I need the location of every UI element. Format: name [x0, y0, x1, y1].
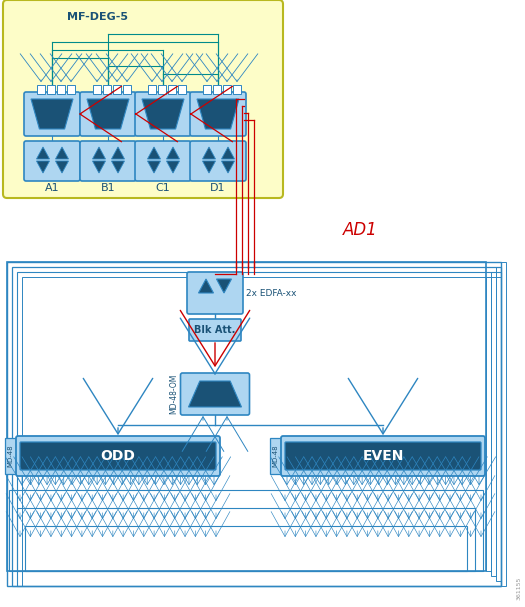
- Text: 2x EDFA-xx: 2x EDFA-xx: [246, 288, 297, 297]
- Polygon shape: [92, 147, 106, 159]
- FancyBboxPatch shape: [135, 141, 191, 181]
- FancyBboxPatch shape: [181, 373, 249, 415]
- FancyBboxPatch shape: [135, 92, 191, 136]
- Polygon shape: [222, 147, 235, 159]
- Bar: [223, 85, 231, 94]
- Bar: [7, 262, 486, 571]
- Bar: [501, 262, 506, 586]
- Bar: [496, 267, 501, 581]
- Polygon shape: [111, 161, 124, 173]
- Text: Blk Att.: Blk Att.: [194, 325, 236, 335]
- Polygon shape: [31, 99, 73, 129]
- Polygon shape: [37, 147, 49, 159]
- Polygon shape: [222, 161, 235, 173]
- FancyBboxPatch shape: [190, 92, 246, 136]
- FancyBboxPatch shape: [24, 92, 80, 136]
- Bar: [113, 85, 121, 94]
- Bar: [57, 85, 65, 94]
- FancyBboxPatch shape: [80, 141, 136, 181]
- Bar: [168, 85, 176, 94]
- Text: C1: C1: [155, 183, 171, 193]
- Bar: [12, 267, 501, 586]
- FancyBboxPatch shape: [3, 0, 283, 198]
- Bar: [233, 85, 241, 94]
- Text: 361155: 361155: [517, 577, 521, 600]
- Polygon shape: [216, 279, 232, 293]
- Polygon shape: [87, 99, 129, 129]
- Bar: [37, 85, 45, 94]
- Text: D1: D1: [210, 183, 226, 193]
- Bar: [158, 85, 166, 94]
- Text: AD1: AD1: [343, 221, 377, 239]
- Polygon shape: [197, 99, 239, 129]
- Bar: [93, 85, 101, 94]
- Polygon shape: [166, 147, 180, 159]
- Text: MF-DEG-5: MF-DEG-5: [67, 12, 128, 22]
- Text: ODD: ODD: [101, 449, 135, 463]
- Bar: [17, 508, 475, 571]
- Bar: [22, 277, 501, 586]
- FancyBboxPatch shape: [80, 92, 136, 136]
- Text: B1: B1: [101, 183, 116, 193]
- Polygon shape: [56, 161, 68, 173]
- Bar: [491, 272, 496, 576]
- Polygon shape: [142, 99, 184, 129]
- Polygon shape: [92, 161, 106, 173]
- Bar: [213, 85, 221, 94]
- Bar: [148, 85, 156, 94]
- FancyBboxPatch shape: [285, 442, 481, 470]
- Polygon shape: [203, 161, 215, 173]
- Polygon shape: [148, 161, 161, 173]
- Bar: [7, 262, 501, 586]
- FancyBboxPatch shape: [24, 141, 80, 181]
- Bar: [67, 85, 75, 94]
- Bar: [5, 438, 16, 474]
- FancyBboxPatch shape: [281, 436, 485, 476]
- Polygon shape: [198, 279, 214, 293]
- Polygon shape: [203, 147, 215, 159]
- Bar: [203, 85, 211, 94]
- Text: MD-48: MD-48: [7, 445, 14, 467]
- Polygon shape: [188, 381, 242, 407]
- Bar: [103, 85, 111, 94]
- Polygon shape: [37, 161, 49, 173]
- Bar: [25, 526, 467, 571]
- Text: A1: A1: [45, 183, 59, 193]
- FancyBboxPatch shape: [16, 436, 220, 476]
- FancyBboxPatch shape: [189, 319, 241, 341]
- FancyBboxPatch shape: [187, 272, 243, 314]
- FancyBboxPatch shape: [190, 141, 246, 181]
- Bar: [270, 438, 281, 474]
- Polygon shape: [111, 147, 124, 159]
- Polygon shape: [56, 147, 68, 159]
- Bar: [486, 277, 491, 571]
- Polygon shape: [148, 147, 161, 159]
- Text: MD-48-OM: MD-48-OM: [170, 374, 179, 414]
- Text: MD-48: MD-48: [272, 445, 278, 467]
- FancyBboxPatch shape: [20, 442, 216, 470]
- Polygon shape: [166, 161, 180, 173]
- Bar: [47, 85, 55, 94]
- Bar: [123, 85, 131, 94]
- Bar: [178, 85, 186, 94]
- Text: EVEN: EVEN: [362, 449, 404, 463]
- Bar: [17, 272, 501, 586]
- Bar: [9, 490, 483, 571]
